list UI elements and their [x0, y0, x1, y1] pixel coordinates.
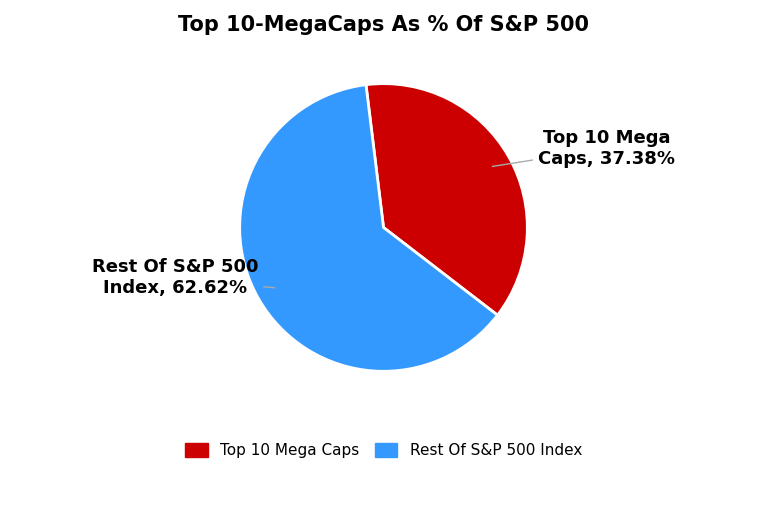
Wedge shape [240, 85, 498, 371]
Wedge shape [366, 84, 528, 315]
Legend: Top 10 Mega Caps, Rest Of S&P 500 Index: Top 10 Mega Caps, Rest Of S&P 500 Index [179, 437, 588, 464]
Text: Top 10 Mega
Caps, 37.38%: Top 10 Mega Caps, 37.38% [492, 129, 675, 168]
Title: Top 10-MegaCaps As % Of S&P 500: Top 10-MegaCaps As % Of S&P 500 [178, 15, 589, 35]
Text: Rest Of S&P 500
Index, 62.62%: Rest Of S&P 500 Index, 62.62% [91, 259, 274, 297]
